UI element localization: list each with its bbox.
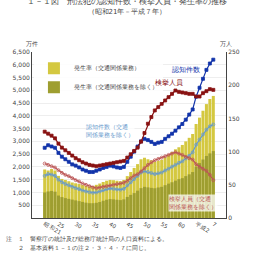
svg-text:50: 50 (143, 221, 152, 230)
svg-text:昭和21: 昭和21 (43, 221, 62, 236)
svg-text:60: 60 (177, 221, 186, 230)
svg-text:0: 0 (228, 214, 232, 221)
svg-text:30: 30 (74, 221, 83, 230)
svg-text:6,500: 6,500 (13, 48, 30, 55)
svg-text:100: 100 (228, 148, 240, 155)
svg-text:認知件数（交通関係業務を除く）: 認知件数（交通関係業務を除く） (86, 123, 134, 139)
svg-text:45: 45 (125, 221, 134, 230)
svg-text:万件: 万件 (26, 40, 38, 47)
svg-text:4,500: 4,500 (13, 99, 30, 106)
svg-text:１－１図 刑法犯の認知件数・検挙人員・発生率の推移（昭和21: １－１図 刑法犯の認知件数・検挙人員・発生率の推移（昭和21年－平成７年） (27, 0, 227, 16)
svg-text:検挙人員: 検挙人員 (155, 79, 183, 87)
svg-text:55: 55 (160, 221, 169, 230)
svg-text:5,500: 5,500 (13, 74, 30, 81)
svg-text:２ 基本資料１－１の注２・３・４・７に同じ。: ２ 基本資料１－１の注２・３・４・７に同じ。 (6, 244, 150, 252)
svg-text:認知件数: 認知件数 (172, 66, 200, 74)
svg-text:40: 40 (108, 221, 117, 230)
svg-text:平成2: 平成2 (194, 221, 210, 234)
svg-text:発生率（交通関係業務）: 発生率（交通関係業務） (74, 64, 140, 72)
svg-text:3,000: 3,000 (13, 137, 30, 144)
svg-text:4,000: 4,000 (13, 112, 30, 119)
svg-text:50: 50 (228, 181, 236, 188)
svg-text:200: 200 (228, 81, 240, 88)
svg-text:注 １ 警察庁の統計及び総務庁統計局の人口資料による。: 注 １ 警察庁の統計及び総務庁統計局の人口資料による。 (6, 235, 168, 243)
svg-text:2,500: 2,500 (13, 150, 30, 157)
svg-text:1,500: 1,500 (13, 176, 30, 183)
svg-text:5,000: 5,000 (13, 86, 30, 93)
svg-text:500: 500 (18, 201, 30, 208)
svg-text:25: 25 (57, 221, 66, 230)
svg-text:2,000: 2,000 (13, 163, 30, 170)
svg-text:150: 150 (228, 115, 240, 122)
svg-text:250: 250 (228, 48, 240, 55)
svg-text:発生率（交通関係業務を除く）: 発生率（交通関係業務を除く） (74, 83, 158, 91)
svg-text:3,500: 3,500 (13, 125, 30, 132)
svg-text:検挙人員（交通関係業務を除く）: 検挙人員（交通関係業務を除く） (169, 195, 217, 211)
svg-text:6,000: 6,000 (13, 61, 30, 68)
svg-text:1,000: 1,000 (13, 189, 30, 196)
svg-text:7: 7 (211, 221, 217, 228)
svg-text:万人: 万人 (220, 40, 232, 47)
svg-text:35: 35 (91, 221, 100, 230)
